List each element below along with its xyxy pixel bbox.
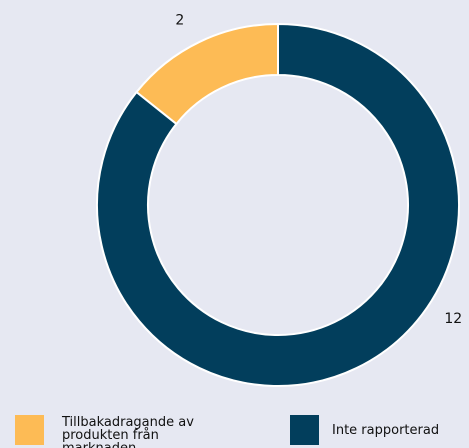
donut-segment: [96, 22, 460, 387]
legend-swatch: [290, 415, 319, 445]
legend-label: Inte rapporterad: [332, 423, 439, 438]
legend-swatch: [15, 415, 44, 445]
data-label: 12: [444, 311, 462, 327]
data-label: 2: [175, 12, 184, 28]
